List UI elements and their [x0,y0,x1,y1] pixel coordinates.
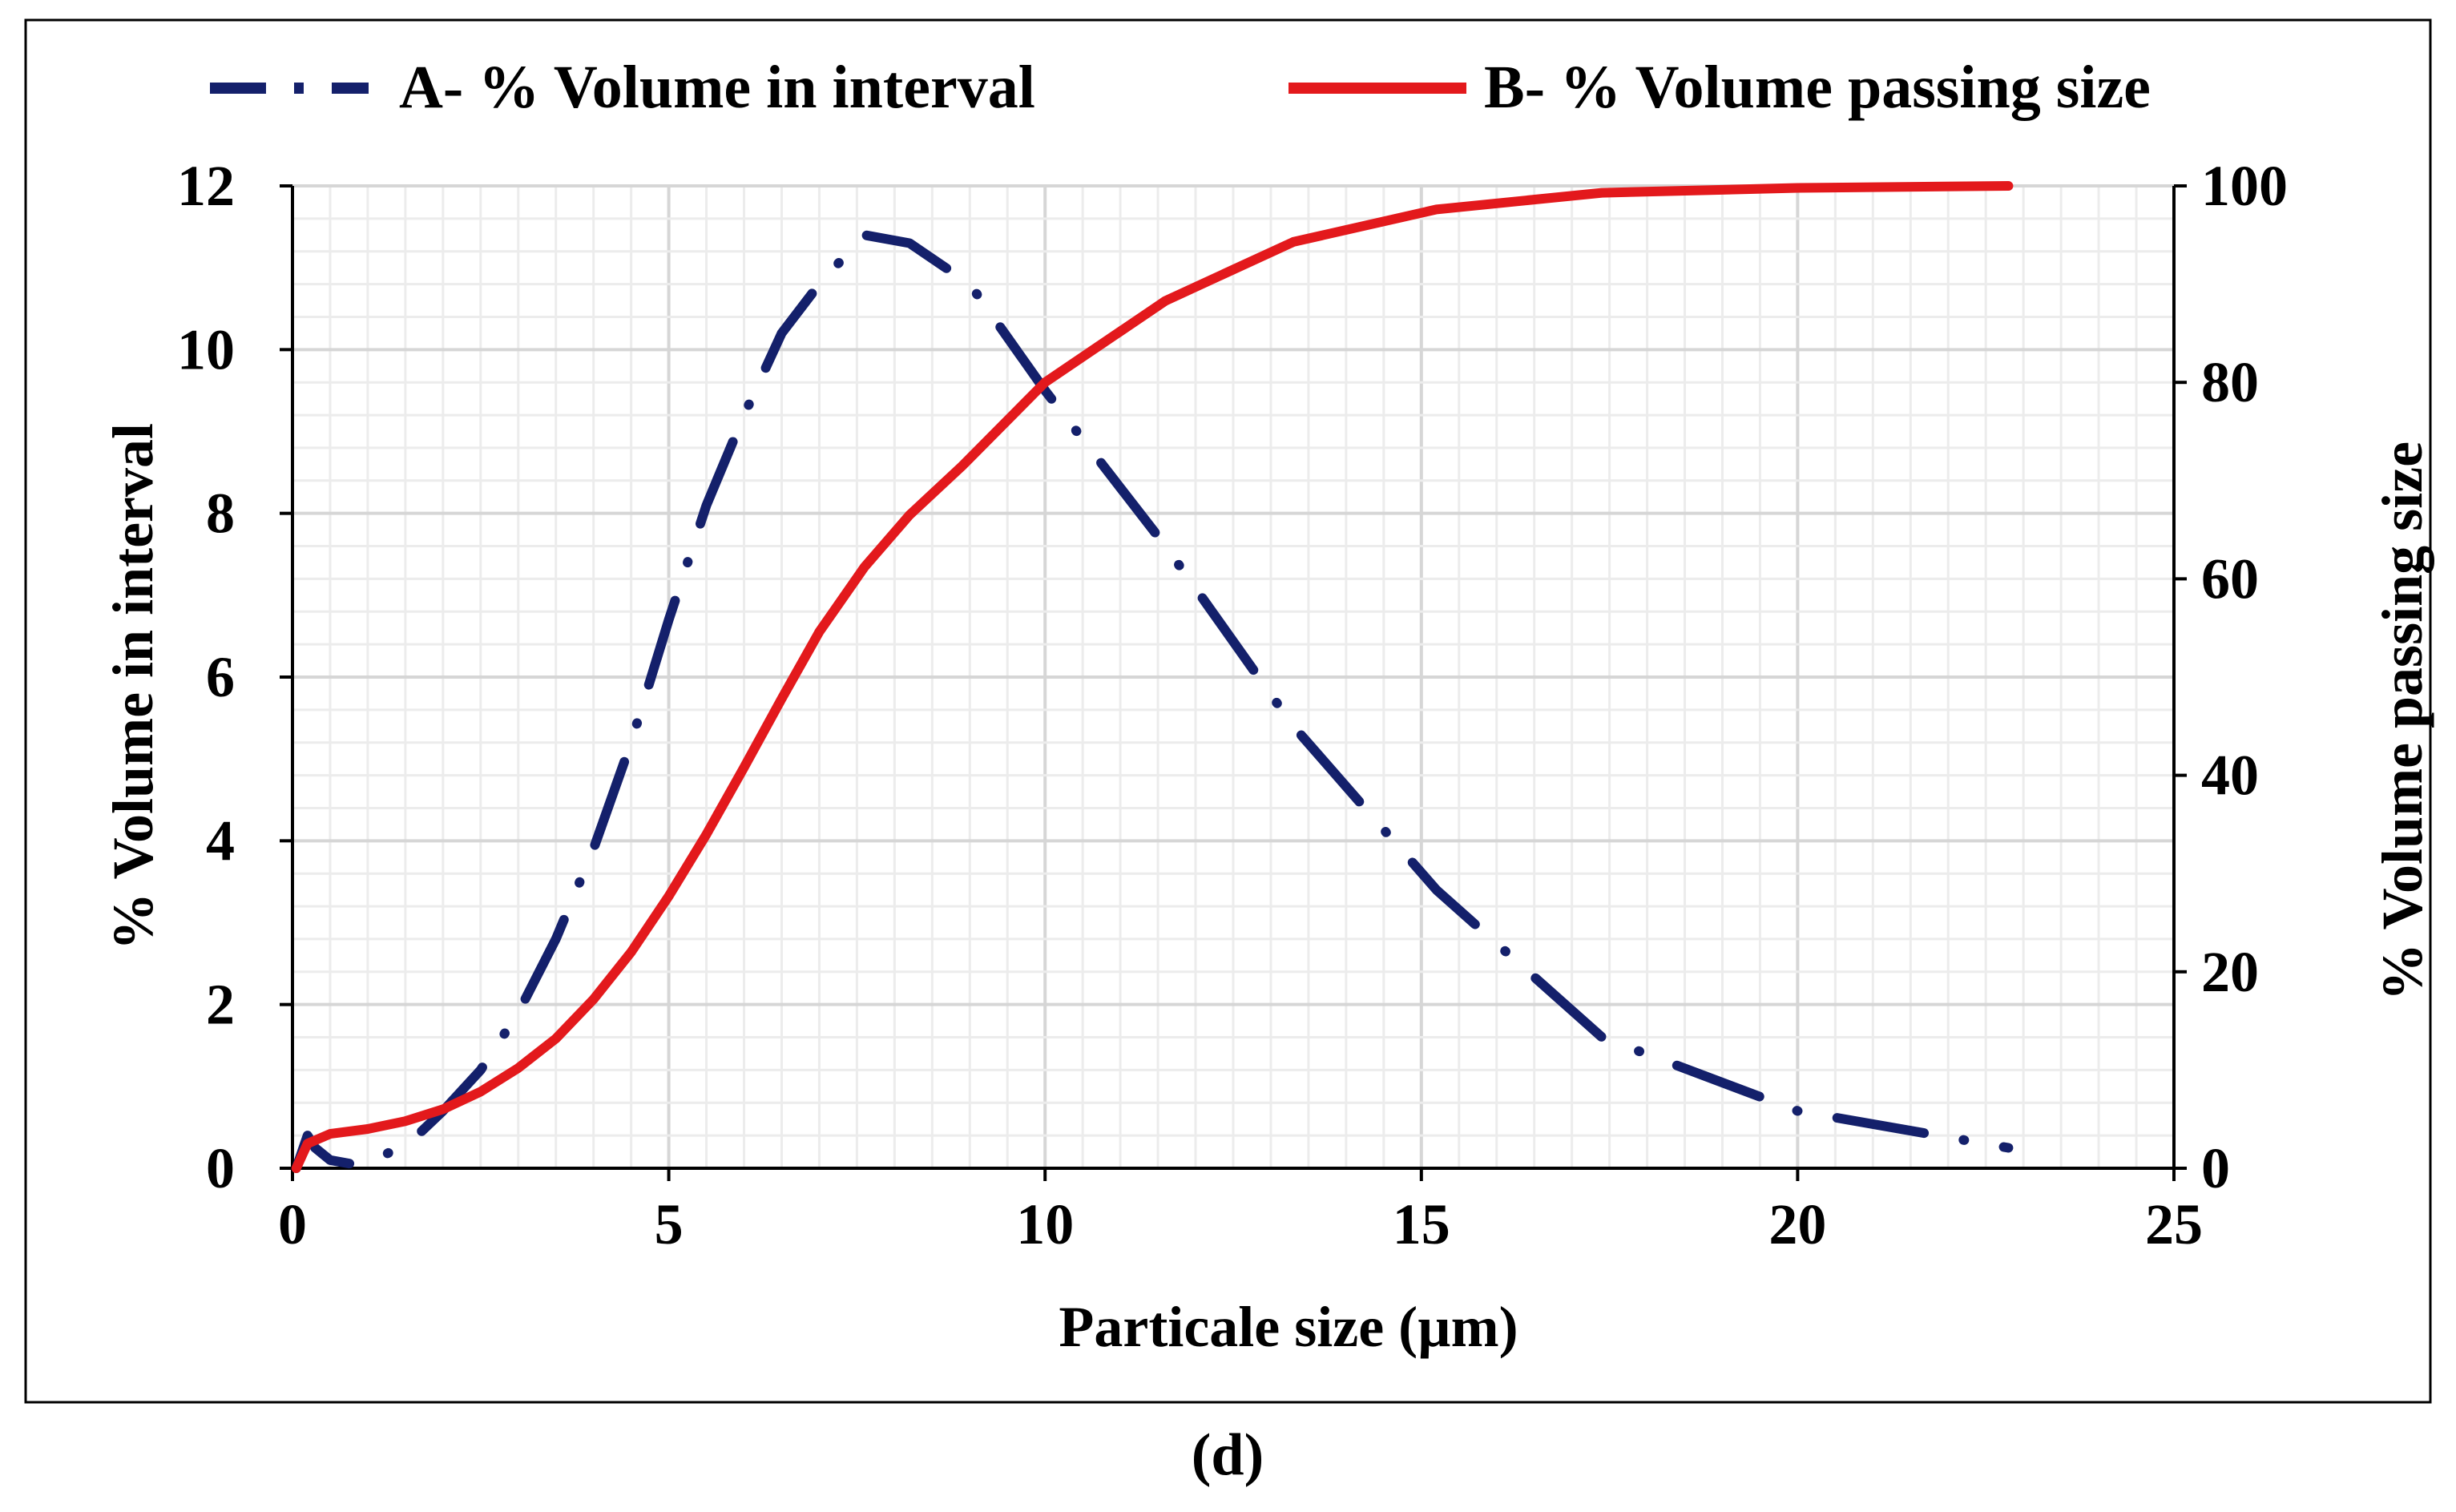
y-tick-label: 4 [206,808,235,873]
y2-tick-label: 60 [2201,546,2259,611]
y-tick-label: 0 [206,1136,235,1200]
y-tick-label: 12 [177,154,235,218]
outer-frame [24,18,2432,1404]
x-tick-label: 25 [2145,1192,2203,1256]
y2-axis-title: % Volume passing size [2370,442,2434,1001]
x-tick-label: 5 [655,1192,684,1256]
series [291,181,2014,1173]
y-tick-labels: 0 2 4 6 8 10 12 [177,154,235,1200]
grid [291,184,2176,1170]
y2-tick-label: 0 [2201,1136,2230,1200]
y2-tick-label: 80 [2201,350,2259,414]
y2-tick-labels: 0 20 40 60 80 100 [2201,154,2288,1200]
figure-caption: (d) [1192,1422,1264,1488]
y-tick-label: 8 [206,482,235,546]
x-tick-label: 0 [278,1192,307,1256]
x-axis-title: Particale size (µm) [1059,1295,1518,1359]
axes [280,184,2187,1181]
x-tick-labels: 0 5 10 15 20 25 [278,1192,2203,1256]
x-tick-label: 15 [1393,1192,1450,1256]
y-tick-label: 2 [206,973,235,1037]
y-axis-title: % Volume in interval [101,423,165,950]
y2-tick-label: 100 [2201,154,2288,218]
y2-tick-label: 20 [2201,940,2259,1004]
x-tick-label: 10 [1016,1192,1074,1256]
legend-label-a: A- % Volume in interval [399,54,1035,121]
y2-tick-label: 40 [2201,744,2259,808]
y-tick-label: 10 [177,317,235,381]
legend-label-b: B- % Volume passing size [1484,54,2151,121]
y-tick-label: 6 [206,645,235,709]
x-tick-label: 20 [1768,1192,1826,1256]
legend: A- % Volume in interval B- % Volume pass… [210,54,2151,121]
series-a-line [291,230,2014,1173]
series-b-line [291,181,2014,1173]
